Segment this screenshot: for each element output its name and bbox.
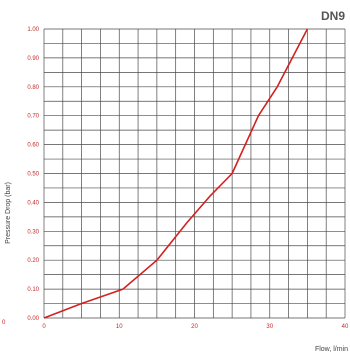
y-tick-labels: 0.00 0.10 0.20 0.30 0.40 0.50 0.60 0.70 0.80 0.90… — [27, 27, 39, 322]
series-layer — [43, 28, 309, 319]
y-tick-label: 0.90 — [27, 56, 39, 62]
x-tick-label: 40 — [342, 324, 349, 330]
x-axis-title: Flow, l/min — [315, 346, 348, 353]
chart-title: DN9 — [321, 9, 345, 23]
x-tick-labels: 0 10 20 30 40 — [42, 324, 349, 330]
y-tick-label: 0.60 — [27, 143, 39, 149]
x-tick-label: 20 — [191, 324, 198, 330]
left-corner-label: 0 — [2, 320, 6, 326]
x-tick-label: 30 — [266, 324, 273, 330]
x-tick-label: 10 — [116, 324, 123, 330]
series-line — [43, 28, 309, 319]
y-tick-label: 0.40 — [27, 200, 39, 206]
y-tick-label: 0.70 — [27, 114, 39, 120]
x-tick-label: 0 — [42, 324, 46, 330]
y-axis-title: Pressure Drop (bar) — [5, 182, 12, 244]
y-tick-label: 0.20 — [27, 258, 39, 264]
y-tick-label: 0.10 — [27, 287, 39, 293]
y-tick-label: 1.00 — [27, 27, 39, 33]
y-tick-label: 0.80 — [27, 85, 39, 91]
chart-grid — [43, 28, 346, 319]
y-tick-label: 0.00 — [27, 316, 39, 322]
y-tick-label: 0.50 — [27, 172, 39, 178]
y-tick-label: 0.30 — [27, 229, 39, 235]
